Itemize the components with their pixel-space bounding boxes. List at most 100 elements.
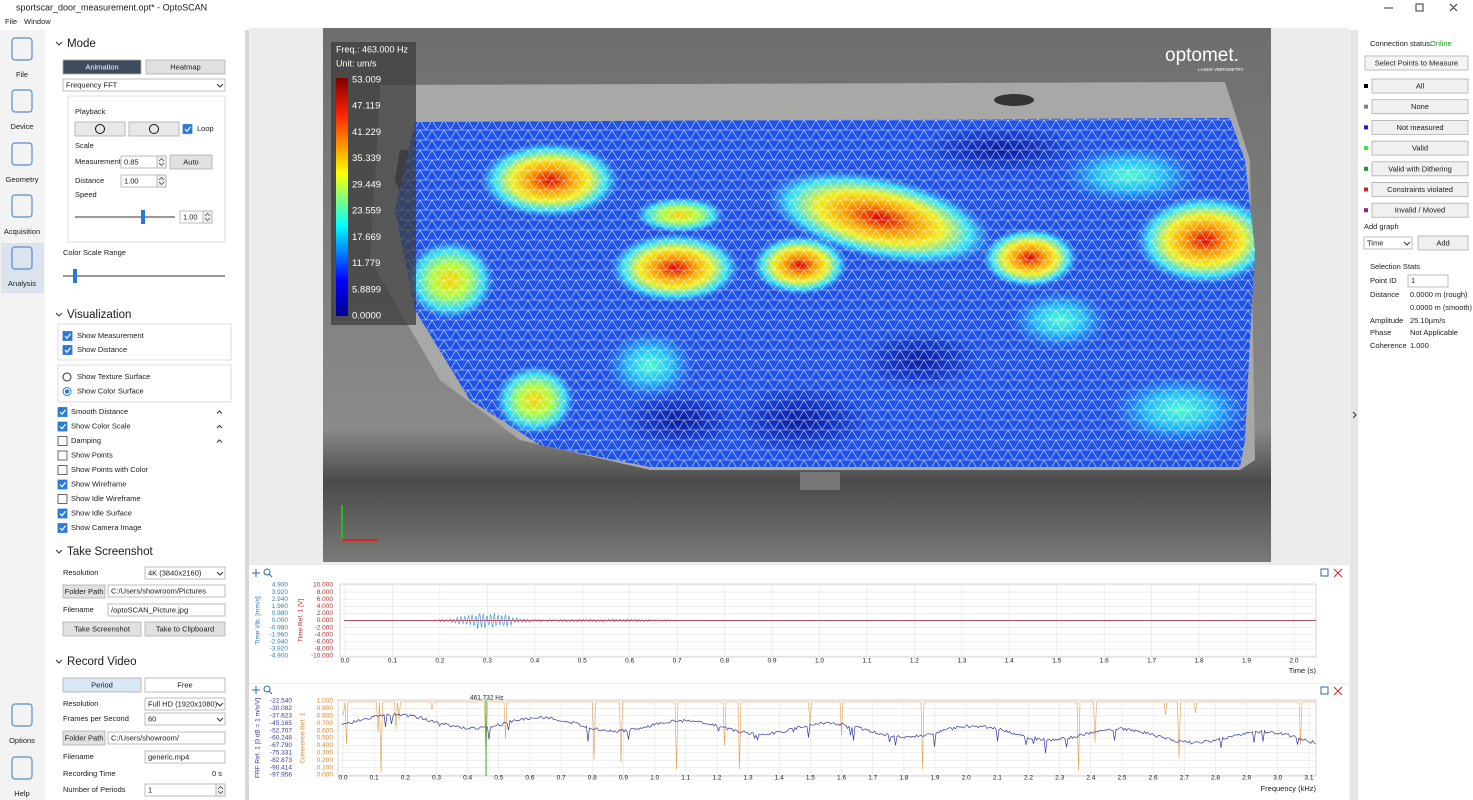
- section-chevron[interactable]: [55, 41, 63, 46]
- color-scale-range-label: Color Scale Range: [63, 248, 126, 257]
- checkbox-label: Show Points with Color: [71, 465, 149, 474]
- color-scale-label: 29.449: [352, 179, 381, 190]
- nav-icon[interactable]: [11, 756, 33, 780]
- section-chevron[interactable]: [55, 549, 63, 554]
- video-tab-button[interactable]: [144, 677, 226, 693]
- x-tick-label: 0.8: [720, 658, 729, 665]
- checkbox[interactable]: [62, 345, 73, 355]
- take-to-clipboard-button[interactable]: [144, 621, 226, 637]
- checkbox[interactable]: [57, 508, 68, 519]
- mode-tab-button[interactable]: [145, 59, 226, 75]
- add-graph: Add: [1436, 238, 1449, 247]
- filter-button[interactable]: [1371, 120, 1469, 135]
- video-folder-field[interactable]: [107, 731, 226, 745]
- video-periods-spinner[interactable]: [215, 783, 226, 797]
- nav-label[interactable]: Device: [11, 122, 34, 131]
- color-range-thumb[interactable]: [73, 269, 77, 283]
- checkbox[interactable]: [57, 523, 68, 533]
- expand-arrow[interactable]: [216, 439, 223, 443]
- checkbox[interactable]: [57, 421, 68, 432]
- checkbox-label: Show Color Scale: [71, 421, 131, 430]
- folder-path-button[interactable]: [62, 730, 106, 746]
- folder-path-button[interactable]: [62, 584, 106, 599]
- filter-button[interactable]: [1371, 140, 1469, 156]
- video-periods-field[interactable]: [144, 783, 226, 797]
- speed-value-spinner[interactable]: [202, 210, 213, 224]
- radio[interactable]: [62, 372, 72, 382]
- checkbox[interactable]: [57, 494, 68, 504]
- distance-scale-spinner[interactable]: [156, 174, 167, 188]
- play-button[interactable]: [74, 121, 126, 137]
- video-tab-button[interactable]: [62, 677, 142, 693]
- graph-close[interactable]: [1333, 568, 1343, 696]
- filter: Constraints violated: [1387, 185, 1453, 194]
- filter-button[interactable]: [1371, 99, 1469, 115]
- checkbox[interactable]: [57, 479, 68, 490]
- x-tick-label: 1.3: [744, 775, 753, 782]
- nav-label[interactable]: File: [16, 70, 28, 79]
- checkbox[interactable]: [62, 331, 73, 341]
- nav-icon[interactable]: [11, 703, 33, 727]
- nav-icon[interactable]: [11, 142, 33, 166]
- screenshot-filename-field[interactable]: [107, 603, 226, 617]
- filter-button[interactable]: [1371, 161, 1469, 177]
- filter-button[interactable]: [1371, 202, 1469, 218]
- nav-icon[interactable]: [11, 194, 33, 218]
- x-tick-label: 2.9: [1242, 775, 1251, 782]
- section-chevron[interactable]: [55, 659, 63, 664]
- nav-label[interactable]: Geometry: [6, 175, 39, 184]
- menu-item[interactable]: Window: [24, 17, 51, 26]
- checkbox[interactable]: [57, 465, 68, 475]
- y2-tick-label: 0.900: [317, 705, 334, 712]
- x-tick-label: 0.8: [588, 775, 597, 782]
- y2-tick-label: 1.000: [317, 698, 334, 705]
- expand-arrow[interactable]: [216, 410, 223, 414]
- screenshot-folder-field[interactable]: [107, 584, 226, 598]
- stat-label: Distance: [1370, 290, 1399, 299]
- y2-tick-label: -8.000: [315, 646, 334, 653]
- mode-dropdown-field[interactable]: [62, 78, 226, 92]
- video-fps-field[interactable]: [144, 712, 226, 726]
- video-resolution-field[interactable]: [144, 697, 226, 711]
- select-points-button[interactable]: [1364, 55, 1469, 71]
- speed-value: 1.00: [183, 212, 198, 221]
- window-controls[interactable]: [1384, 3, 1458, 12]
- checkbox[interactable]: [57, 436, 68, 446]
- filter: Valid with Dithering: [1388, 164, 1452, 173]
- nav-icon[interactable]: [11, 89, 33, 113]
- point-id-field[interactable]: [1407, 274, 1449, 288]
- checkbox[interactable]: [57, 407, 68, 417]
- auto-button[interactable]: [169, 154, 213, 170]
- menu-item[interactable]: File: [5, 17, 17, 26]
- take-screenshot-button[interactable]: [62, 621, 142, 637]
- marker-label: 461.732 Hz: [470, 695, 503, 702]
- graph-type-field[interactable]: [1363, 236, 1413, 250]
- expand-arrow[interactable]: [216, 424, 223, 429]
- video-filename-field[interactable]: [144, 750, 226, 764]
- filter-button[interactable]: [1371, 182, 1469, 197]
- replay-button[interactable]: [128, 121, 180, 137]
- graph-tools[interactable]: [252, 568, 1329, 695]
- nav-label[interactable]: Help: [14, 789, 29, 798]
- filter-button[interactable]: [1371, 78, 1469, 94]
- y1-tick-label: -1.960: [270, 631, 289, 638]
- section-heading: Visualization: [67, 309, 131, 321]
- section-chevron[interactable]: [55, 312, 63, 317]
- nav-icon[interactable]: [11, 246, 33, 270]
- x-tick-label: 2.3: [1055, 775, 1064, 782]
- nav-icon[interactable]: [11, 37, 33, 61]
- measurement-scale-spinner[interactable]: [156, 155, 167, 169]
- nav-label[interactable]: Analysis: [8, 279, 36, 288]
- mode-tab-button[interactable]: [62, 59, 142, 75]
- y1-tick-label: 4.900: [272, 582, 289, 589]
- checkbox[interactable]: [57, 450, 68, 461]
- speed-thumb[interactable]: [141, 210, 145, 224]
- loop-checkbox[interactable]: [182, 124, 193, 134]
- screenshot-resolution-field[interactable]: [144, 566, 226, 580]
- nav-label[interactable]: Acquisition: [4, 227, 40, 236]
- x-tick-label: 0.4: [530, 658, 539, 665]
- nav-label[interactable]: Options: [9, 736, 35, 745]
- collapse-arrow[interactable]: [1352, 411, 1357, 419]
- add-graph-button[interactable]: [1417, 235, 1469, 251]
